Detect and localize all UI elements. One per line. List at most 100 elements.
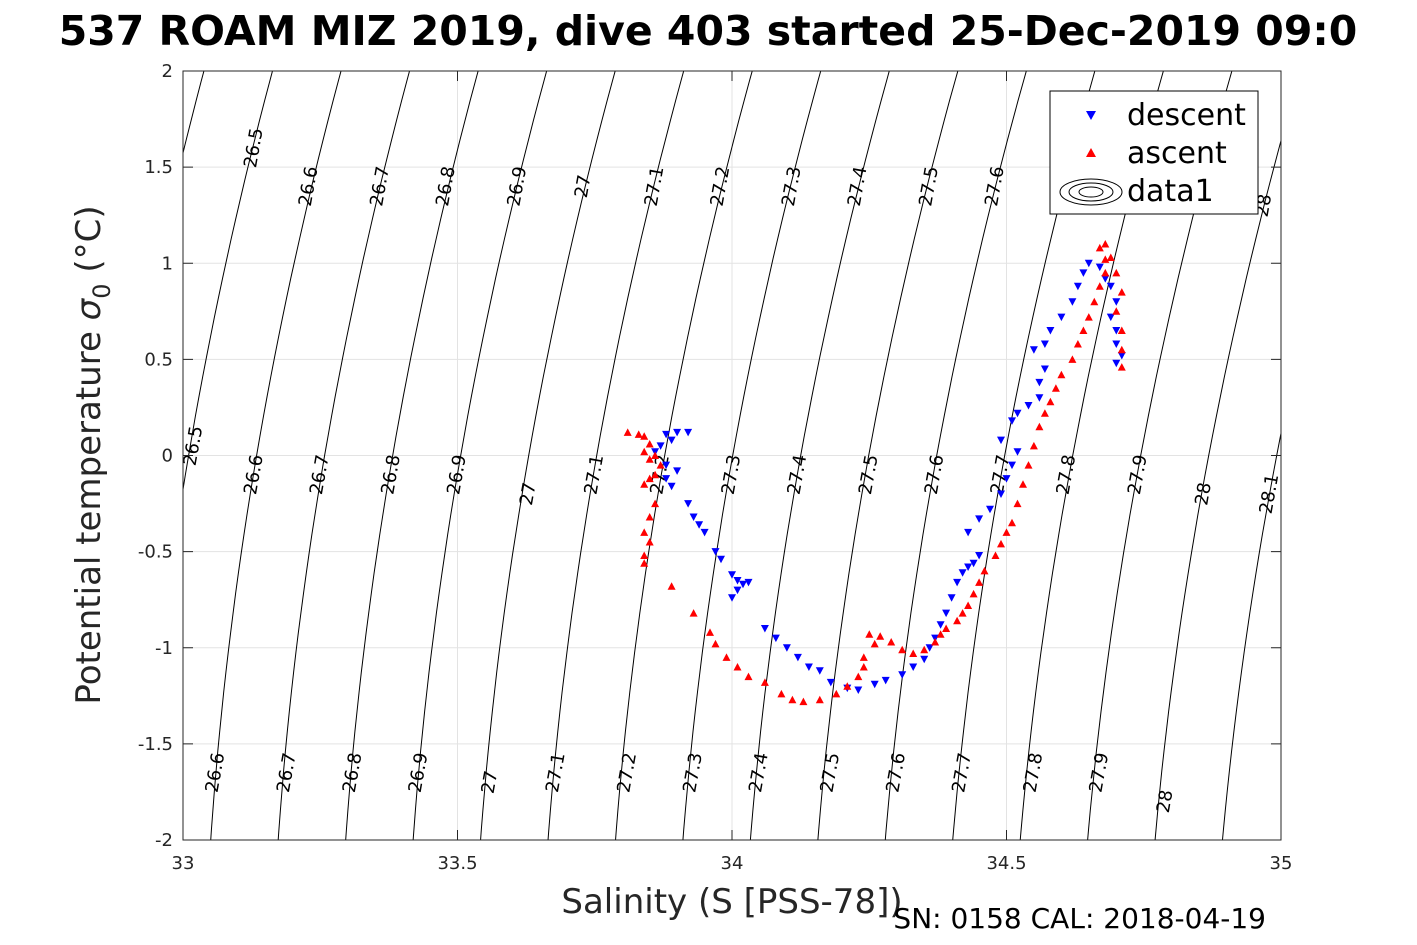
- ascent-marker: [969, 589, 978, 598]
- descent-marker: [662, 461, 671, 470]
- ascent-marker: [1095, 243, 1104, 252]
- ascent-marker: [706, 628, 714, 636]
- ascent-marker: [997, 539, 1005, 548]
- ascent-marker: [980, 566, 989, 575]
- x-tick-label: 34.5: [986, 853, 1026, 874]
- ascent-marker: [1112, 268, 1121, 277]
- descent-marker: [700, 528, 709, 537]
- descent-marker: [870, 680, 879, 689]
- descent-marker: [1040, 365, 1049, 373]
- ascent-marker: [859, 653, 868, 661]
- y-tick-label: -0.5: [138, 542, 173, 563]
- descent-marker: [1035, 378, 1044, 387]
- ascent-marker: [651, 470, 660, 479]
- descent-marker: [958, 569, 967, 577]
- descent-marker: [1106, 282, 1115, 291]
- descent-marker: [1112, 359, 1121, 368]
- ascent-marker: [1008, 518, 1016, 527]
- descent-marker: [662, 430, 671, 439]
- ascent-marker: [711, 639, 720, 648]
- ascent-marker: [1035, 422, 1044, 431]
- ascent-marker: [788, 695, 797, 704]
- descent-marker: [953, 578, 962, 587]
- ascent-marker: [1051, 384, 1060, 392]
- ascent-marker: [744, 672, 753, 681]
- descent-marker: [760, 625, 769, 633]
- ascent-marker: [1002, 528, 1011, 536]
- descent-marker: [673, 428, 682, 437]
- ascent-marker: [651, 499, 660, 508]
- descent-marker: [1002, 475, 1011, 483]
- descent-marker: [1112, 340, 1121, 348]
- serial-calibration-note: SN: 0158 CAL: 2018-04-19: [893, 902, 1266, 935]
- x-axis-label: Salinity (S [PSS-78]): [561, 882, 902, 922]
- descent-marker: [1101, 275, 1110, 283]
- descent-marker: [881, 676, 890, 685]
- descent-marker: [739, 580, 747, 589]
- ascent-marker: [640, 480, 649, 488]
- ascent-marker: [991, 551, 1000, 559]
- descent-marker: [656, 442, 665, 450]
- density-contour-line: [277, 71, 411, 840]
- descent-marker: [1073, 282, 1082, 291]
- ascent-marker: [958, 609, 967, 617]
- descent-marker: [1024, 402, 1033, 410]
- density-contour-line: [547, 71, 685, 840]
- descent-marker: [667, 436, 676, 445]
- legend-data1-label: data1: [1127, 174, 1214, 209]
- descent-marker: [1106, 313, 1115, 322]
- ascent-marker: [832, 689, 841, 698]
- contour-label: 28: [1153, 788, 1178, 814]
- descent-marker: [1095, 263, 1104, 272]
- y-axis-label-main: Potential temperature: [69, 320, 109, 704]
- ascent-marker: [931, 638, 940, 646]
- ascent-marker: [887, 638, 896, 646]
- y-axis-label-subscript: 0: [88, 283, 116, 298]
- ascent-marker: [722, 653, 731, 661]
- ascent-marker: [733, 663, 742, 671]
- descent-marker: [815, 667, 824, 675]
- descent-marker: [997, 490, 1005, 498]
- descent-marker: [942, 609, 951, 618]
- legend-descent-marker: [1086, 111, 1096, 120]
- ascent-marker: [640, 432, 649, 440]
- descent-marker: [975, 552, 984, 560]
- ascent-marker: [645, 440, 654, 448]
- descent-marker: [986, 505, 994, 514]
- ascent-marker: [1117, 326, 1126, 334]
- ascent-marker: [651, 451, 660, 459]
- descent-marker: [1035, 394, 1044, 402]
- density-contour-line: [1154, 138, 1281, 840]
- descent-marker: [717, 555, 725, 564]
- legend-contour-marker: [1059, 178, 1123, 206]
- ascent-marker: [936, 630, 945, 638]
- legend-box: [1049, 90, 1259, 215]
- ascent-marker: [1101, 255, 1110, 263]
- ascent-marker: [645, 538, 654, 546]
- density-contour-line: [884, 71, 1027, 840]
- ascent-marker: [876, 632, 885, 640]
- density-contour-line: [412, 71, 548, 840]
- density-contour-line: [682, 71, 822, 840]
- descent-marker: [1057, 313, 1066, 322]
- y-axis-label-symbol: σ: [69, 297, 109, 320]
- density-contour-line: [615, 71, 753, 840]
- descent-marker: [684, 500, 693, 508]
- ascent-marker: [1046, 397, 1055, 406]
- descent-marker: [925, 644, 934, 652]
- ascent-marker: [815, 695, 824, 704]
- descent-marker: [733, 586, 742, 595]
- ascent-marker: [859, 663, 868, 671]
- descent-marker: [673, 467, 682, 475]
- ascent-marker: [623, 428, 632, 436]
- ascent-marker: [843, 682, 852, 690]
- ascent-marker: [640, 551, 649, 559]
- y-axis-label-unit: (°C): [69, 205, 109, 283]
- ascent-marker: [1040, 409, 1049, 417]
- ascent-marker: [1117, 288, 1126, 296]
- descent-marker: [1112, 298, 1121, 306]
- ascent-marker: [1112, 307, 1121, 315]
- ascent-marker: [645, 474, 654, 483]
- ascent-marker: [1101, 268, 1110, 277]
- ascent-marker: [1024, 461, 1033, 469]
